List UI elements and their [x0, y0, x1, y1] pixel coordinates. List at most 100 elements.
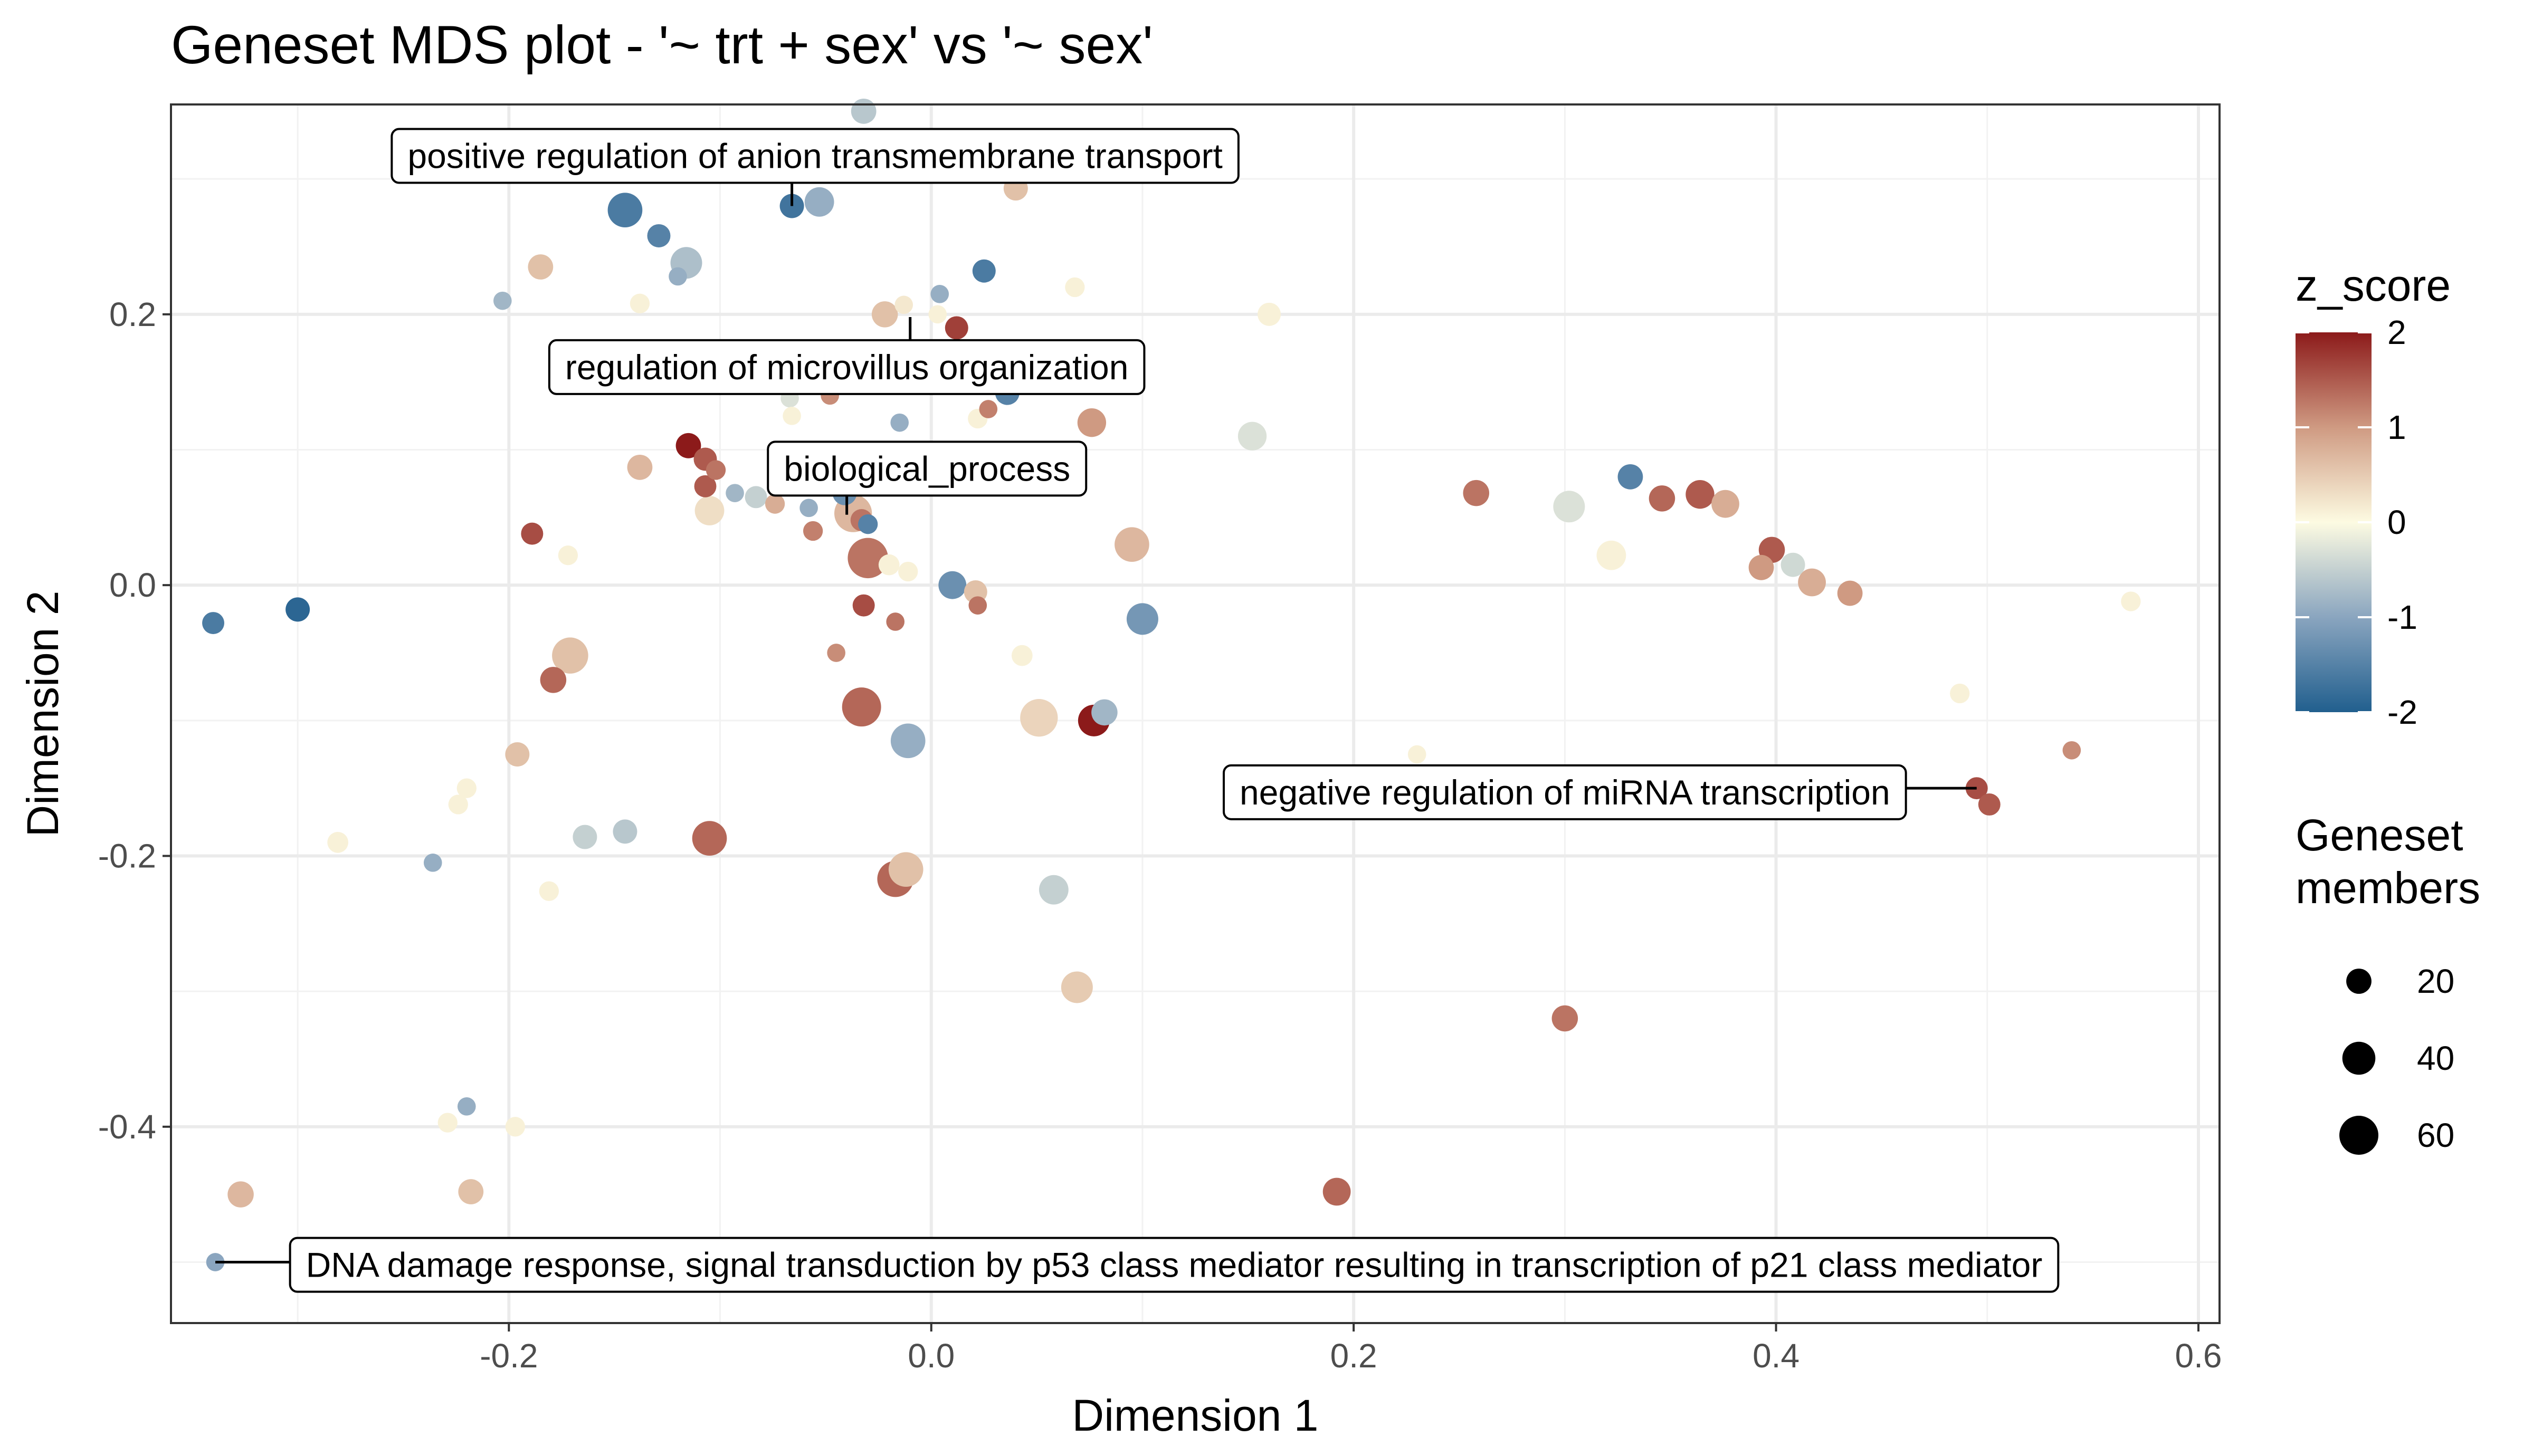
scatter-point	[1039, 875, 1069, 905]
scatter-point	[437, 1113, 458, 1133]
scatter-point	[456, 778, 477, 798]
scatter-point	[1748, 554, 1774, 580]
size-legend-circle	[2342, 1041, 2376, 1075]
scatter-point	[851, 98, 877, 124]
scatter-point	[706, 460, 726, 480]
scatter-point	[202, 612, 225, 634]
annotation-label-box	[767, 440, 1088, 497]
scatter-point	[894, 295, 913, 314]
scatter-point	[890, 723, 926, 759]
scatter-point	[886, 612, 905, 631]
size-legend-title-line1: Geneset	[2296, 810, 2463, 860]
size-legend-label: 60	[2417, 1116, 2454, 1154]
scatter-point	[726, 484, 744, 502]
annotation-label-box	[548, 339, 1146, 395]
scatter-point	[890, 413, 909, 432]
scatter-point	[206, 1253, 225, 1271]
scatter-point	[457, 1097, 476, 1116]
scatter-point	[979, 400, 998, 418]
scatter-point	[1091, 699, 1118, 726]
size-legend-circle	[2339, 1116, 2378, 1155]
scatter-point	[847, 538, 888, 579]
annotation-label: negative regulation of miRNA transcripti…	[1240, 773, 1890, 812]
scatter-point	[1950, 683, 1970, 704]
scatter-point	[627, 454, 653, 480]
x-tick-label: 0.0	[908, 1337, 955, 1375]
annotation-label: biological_process	[784, 449, 1070, 488]
colorbar-label: 1	[2387, 408, 2406, 446]
scatter-point	[842, 687, 881, 727]
y-tick-label: -0.2	[98, 837, 156, 875]
plot-panel: positive regulation of anion transmembra…	[170, 98, 2221, 1324]
z-score-legend: z_score 2 1 0 -1 -2	[2296, 261, 2451, 731]
size-legend-label: 20	[2417, 962, 2454, 1000]
scatter-point	[930, 285, 949, 303]
scatter-point	[1596, 540, 1626, 570]
size-legend-keys: 20 40 60	[2339, 962, 2454, 1155]
y-axis: -0.4 -0.2 0.0 0.2	[98, 295, 171, 1146]
scatter-point	[558, 545, 578, 566]
panel-background	[171, 104, 2220, 1323]
scatter-point	[694, 496, 725, 525]
scatter-point	[1126, 603, 1158, 635]
scatter-point	[227, 1181, 254, 1208]
colorbar-label: -2	[2387, 693, 2417, 731]
x-axis: -0.2 0.0 0.2 0.4 0.6	[480, 1323, 2222, 1375]
colorbar-label: -1	[2387, 598, 2417, 636]
scatter-point	[1115, 527, 1149, 562]
y-tick-label: 0.2	[109, 295, 156, 333]
colorbar-label: 2	[2387, 313, 2406, 351]
x-tick-label: 0.4	[1753, 1337, 1799, 1375]
scatter-point	[613, 819, 637, 844]
scatter-point	[878, 554, 900, 576]
scatter-point	[799, 499, 818, 518]
scatter-point	[552, 637, 588, 674]
scatter-point	[783, 407, 801, 425]
scatter-point	[1020, 699, 1058, 737]
scatter-point	[1258, 302, 1281, 326]
geneset-members-legend: Geneset members 20 40 60	[2296, 810, 2480, 1155]
scatter-point	[458, 1179, 484, 1204]
scatter-point	[898, 561, 918, 582]
scatter-point	[765, 494, 785, 514]
scatter-point	[1011, 645, 1033, 666]
scatter-point	[669, 267, 687, 286]
scatter-point	[505, 742, 530, 767]
scatter-point	[2062, 741, 2081, 760]
size-legend-title-line2: members	[2296, 863, 2480, 913]
scatter-point	[1711, 490, 1739, 518]
scatter-point	[675, 433, 701, 458]
scatter-point	[745, 486, 767, 509]
scatter-point	[1061, 971, 1093, 1003]
scatter-point	[945, 316, 968, 340]
scatter-point	[1798, 568, 1826, 597]
scatter-point	[1077, 408, 1107, 437]
scatter-point	[521, 522, 544, 545]
panel-border	[170, 103, 2221, 1324]
y-tick-label: 0.0	[109, 566, 156, 604]
annotation-label: regulation of microvillus organization	[565, 348, 1129, 387]
scatter-point	[1407, 745, 1426, 764]
scatter-point	[528, 254, 554, 280]
scatter-point	[888, 852, 923, 887]
chart-title: Geneset MDS plot - '~ trt + sex' vs '~ s…	[171, 15, 1153, 75]
annotation-label: DNA damage response, signal transduction…	[306, 1246, 2043, 1285]
scatter-point	[852, 594, 875, 617]
scatter-point	[692, 821, 727, 856]
x-tick-label: -0.2	[480, 1337, 538, 1375]
size-legend-circle	[2346, 969, 2372, 994]
scatter-point	[505, 1117, 525, 1137]
z-score-legend-title: z_score	[2296, 261, 2451, 310]
point-annotations: positive regulation of anion transmembra…	[215, 128, 2060, 1293]
size-legend-label: 40	[2417, 1039, 2454, 1077]
scatter-point	[871, 301, 898, 328]
scatter-point	[540, 667, 567, 693]
z-score-ticks: 2 1 0 -1 -2	[2296, 313, 2417, 731]
annotation-label-box	[1223, 764, 1907, 820]
scatter-point	[1551, 1005, 1578, 1032]
colorbar-label: 0	[2387, 503, 2406, 541]
scatter-point	[827, 644, 845, 662]
scatter-point	[804, 187, 834, 217]
scatter-point	[1065, 277, 1085, 298]
scatter-point	[1649, 485, 1675, 512]
